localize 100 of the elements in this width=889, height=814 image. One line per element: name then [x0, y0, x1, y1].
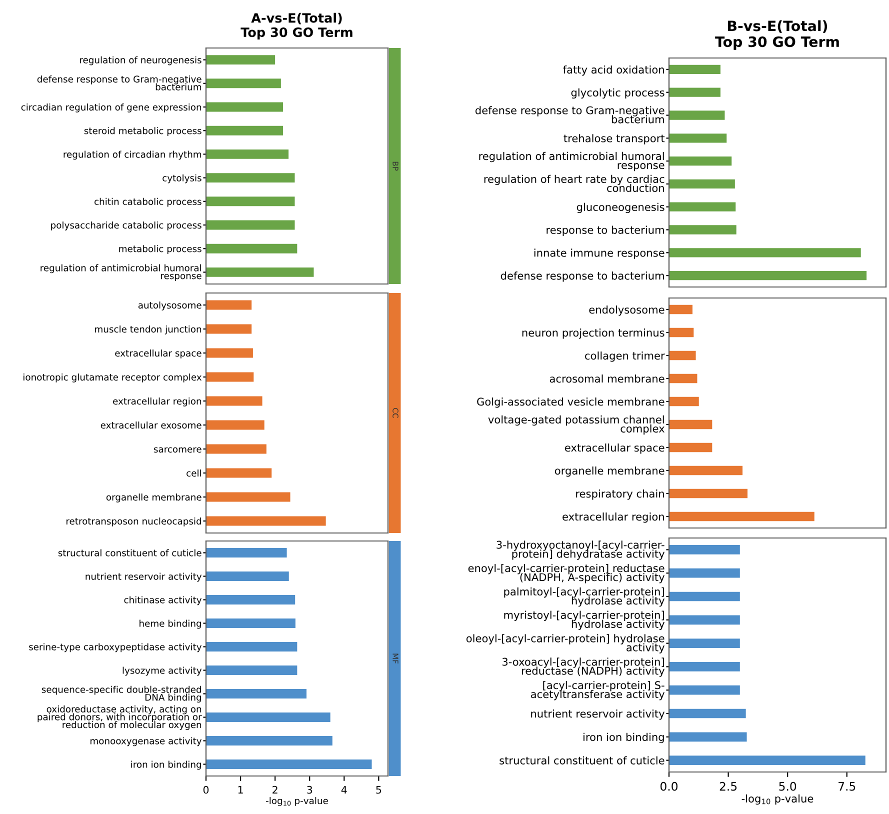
bar	[206, 666, 298, 675]
chart-title: B-vs-E(Total) Top 30 GO Term	[715, 20, 839, 50]
bar	[206, 300, 252, 310]
bar	[206, 348, 253, 358]
x-tick-label: 5	[376, 786, 382, 794]
x-tick-label: 5.0	[779, 782, 796, 791]
bar	[206, 444, 266, 454]
x-axis-title: -log$_{10}$ p-value	[266, 797, 328, 806]
bar	[206, 689, 306, 698]
bar	[669, 350, 696, 360]
bar	[206, 516, 326, 526]
bar	[206, 126, 284, 136]
bar	[669, 615, 740, 625]
y-tick-label: organelle membrane	[106, 494, 202, 502]
bar	[206, 244, 298, 254]
y-tick-label: nutrient reservoir activity	[86, 572, 202, 582]
bar	[206, 372, 254, 382]
y-tick-label: respiratory chain	[576, 489, 664, 500]
y-tick-label: iron ion binding	[584, 732, 664, 744]
y-tick-label: palmitoyl-[acyl-carrier-protein] hydrolase activity	[504, 587, 665, 607]
bar	[206, 267, 314, 277]
y-tick-label: chitinase activity	[124, 596, 202, 606]
y-tick-label: extracellular space	[115, 350, 202, 358]
bar	[669, 64, 720, 74]
y-tick-label: circadian regulation of gene expression	[21, 104, 202, 112]
y-tick-label: acrosomal membrane	[550, 374, 664, 383]
bar	[669, 568, 740, 578]
y-tick-label: chitin catabolic process	[94, 198, 202, 207]
y-tick-label: sarcomere	[154, 447, 202, 453]
y-tick-label: gluconeogenesis	[576, 202, 664, 214]
bar	[669, 328, 694, 338]
x-tick-label: 0	[203, 786, 209, 794]
x-tick-label: 0.0	[660, 782, 678, 791]
bar	[669, 732, 747, 742]
y-tick-label: voltage-gated potassium channel complex	[488, 415, 664, 435]
y-tick-label: structural constituent of cuticle	[58, 549, 202, 556]
bar	[206, 324, 252, 334]
x-tick-label: 4	[341, 786, 347, 794]
y-tick-label: extracellular region	[113, 398, 202, 406]
bar	[206, 196, 295, 206]
bar	[206, 712, 330, 722]
bar	[206, 173, 295, 183]
bar	[206, 468, 272, 478]
y-tick-label: Golgi-associated vesicle membrane	[477, 397, 664, 408]
y-tick-label: innate immune response	[534, 248, 664, 259]
y-tick-label: muscle tendon junction	[95, 326, 202, 334]
bar	[206, 55, 276, 65]
bar	[669, 685, 740, 695]
y-tick-label: heme binding	[140, 620, 201, 629]
y-tick-label: polysaccharide catabolic process	[51, 222, 202, 230]
y-tick-label: extracellular space	[564, 443, 664, 454]
bar	[669, 304, 692, 314]
y-tick-label: response to bacterium	[546, 226, 664, 236]
y-tick-label: monooxygenase activity	[90, 737, 202, 746]
bar	[669, 270, 867, 280]
y-tick-label: lysozyme activity	[122, 666, 202, 676]
y-tick-label: extracellular exosome	[100, 422, 202, 429]
bar	[206, 548, 287, 558]
bar	[669, 110, 725, 120]
bar	[206, 396, 262, 406]
bar	[669, 592, 740, 602]
bar	[669, 179, 735, 189]
y-tick-label: collagen trimer	[585, 351, 665, 362]
bar	[669, 638, 740, 648]
y-tick-label: cell	[186, 470, 201, 477]
y-tick-label: endolysosome	[589, 305, 664, 316]
y-tick-label: ionotropic glutamate receptor complex	[24, 374, 202, 382]
bar	[206, 420, 264, 430]
bar	[669, 88, 720, 97]
bar	[669, 662, 740, 672]
bar	[669, 396, 699, 406]
y-tick-label: retrotransposon nucleocapsid	[66, 518, 201, 526]
bar	[669, 466, 743, 476]
bar	[206, 642, 298, 652]
y-tick-label: trehalose transport	[564, 134, 665, 144]
x-tick-label: 3	[307, 786, 312, 794]
y-tick-label: nutrient reservoir activity	[531, 709, 665, 720]
y-tick-label: enoyl-[acyl-carrier-protein] reductase (NADPH, A-specific) activity	[468, 564, 665, 584]
chart-title: A-vs-E(Total) Top 30 GO Term	[240, 12, 352, 40]
y-tick-label: regulation of antimicrobial humoral response	[40, 264, 202, 281]
y-tick-label: extracellular region	[562, 512, 664, 523]
x-tick-label: 2	[272, 786, 278, 794]
y-tick-label: defense response to Gram-negative bacterium	[37, 75, 202, 90]
y-tick-label: oleoyl-[acyl-carrier-protein] hydrolase activity	[466, 634, 665, 654]
y-tick-label: oxidoreductase activity, acting on paired donors, with incorporation or reduction of molecular oxygen	[38, 705, 202, 730]
bar	[669, 708, 746, 718]
y-tick-label: metabolic process	[119, 245, 202, 254]
bar	[206, 220, 295, 230]
y-tick-label: myristoyl-[acyl-carrier-protein] hydrolase activity	[504, 610, 665, 630]
y-tick-label: glycolytic process	[571, 88, 664, 99]
bar	[669, 248, 861, 258]
y-tick-label: defense response to bacterium	[500, 272, 664, 282]
y-tick-label: autolysosome	[138, 302, 202, 310]
bar	[206, 572, 289, 581]
y-tick-label: cytolysis	[162, 174, 202, 184]
bar	[206, 760, 372, 769]
x-tick-label: 7.5	[838, 782, 856, 791]
bar	[206, 595, 296, 604]
bar	[669, 202, 736, 212]
y-tick-label: defense response to Gram-negative bacterium	[475, 106, 664, 124]
